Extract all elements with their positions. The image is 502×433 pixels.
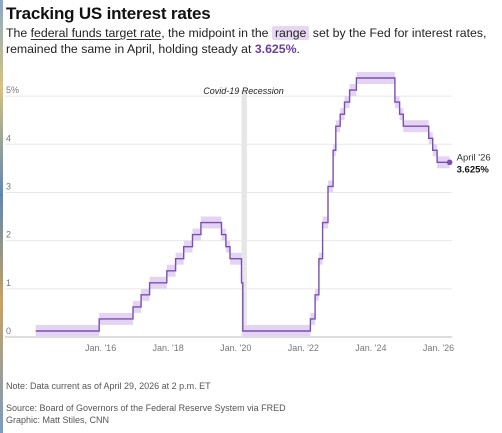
footer-credit: Graphic: Matt Stiles, CNN xyxy=(6,415,110,425)
x-tick-label: Jan. '20 xyxy=(220,343,251,353)
recession-shade xyxy=(241,90,247,337)
x-tick-label: Jan. '18 xyxy=(153,343,184,353)
y-tick-label: 4 xyxy=(6,133,11,143)
y-tick-label: 2 xyxy=(6,230,11,240)
recession-label: Covid-19 Recession xyxy=(203,86,284,96)
chart-title: Tracking US interest rates xyxy=(6,4,211,23)
y-tick-label: 3 xyxy=(6,181,11,191)
label-layer: Covid-19 Recession April '263.625% xyxy=(203,86,490,175)
y-tick-label: 0 xyxy=(6,326,11,336)
footer-source: Source: Board of Governors of the Federa… xyxy=(6,403,286,413)
rate-line xyxy=(35,77,450,332)
left-edge-strip xyxy=(0,0,3,433)
end-point-marker xyxy=(446,159,453,166)
grid-layer: 0 1 2 3 4 5% Jan. '16 Jan. '18 Jan. '20 Jan. '22 J… xyxy=(5,85,454,353)
end-value-label: 3.625% xyxy=(457,164,490,175)
end-date-label: April '26 xyxy=(457,152,491,163)
y-tick-label: 1 xyxy=(6,278,11,288)
x-tick-label: Jan. '16 xyxy=(85,343,116,353)
subtitle-text-1: The xyxy=(6,26,31,40)
x-tick-label: Jan. '22 xyxy=(288,343,319,353)
subtitle-text-3: set by the Fed for interest rates, remai… xyxy=(6,26,487,56)
current-rate-value: 3.625% xyxy=(254,42,297,56)
x-tick-label: Jan. '24 xyxy=(355,343,386,353)
range-highlight-label: range xyxy=(271,26,310,40)
subtitle-text-4: . xyxy=(296,42,300,56)
rate-line-layer xyxy=(35,77,453,332)
footer-note: Note: Data current as of April 29, 2026 … xyxy=(6,381,211,391)
recession-layer xyxy=(241,90,247,337)
federal-funds-link[interactable]: federal funds target rate xyxy=(30,26,162,40)
chart-subtitle: The federal funds target rate, the midpo… xyxy=(6,25,500,57)
x-tick-label: Jan. '26 xyxy=(423,343,454,353)
subtitle-text-2: , the midpoint in the xyxy=(161,26,272,40)
y-tick-label: 5% xyxy=(6,85,19,95)
